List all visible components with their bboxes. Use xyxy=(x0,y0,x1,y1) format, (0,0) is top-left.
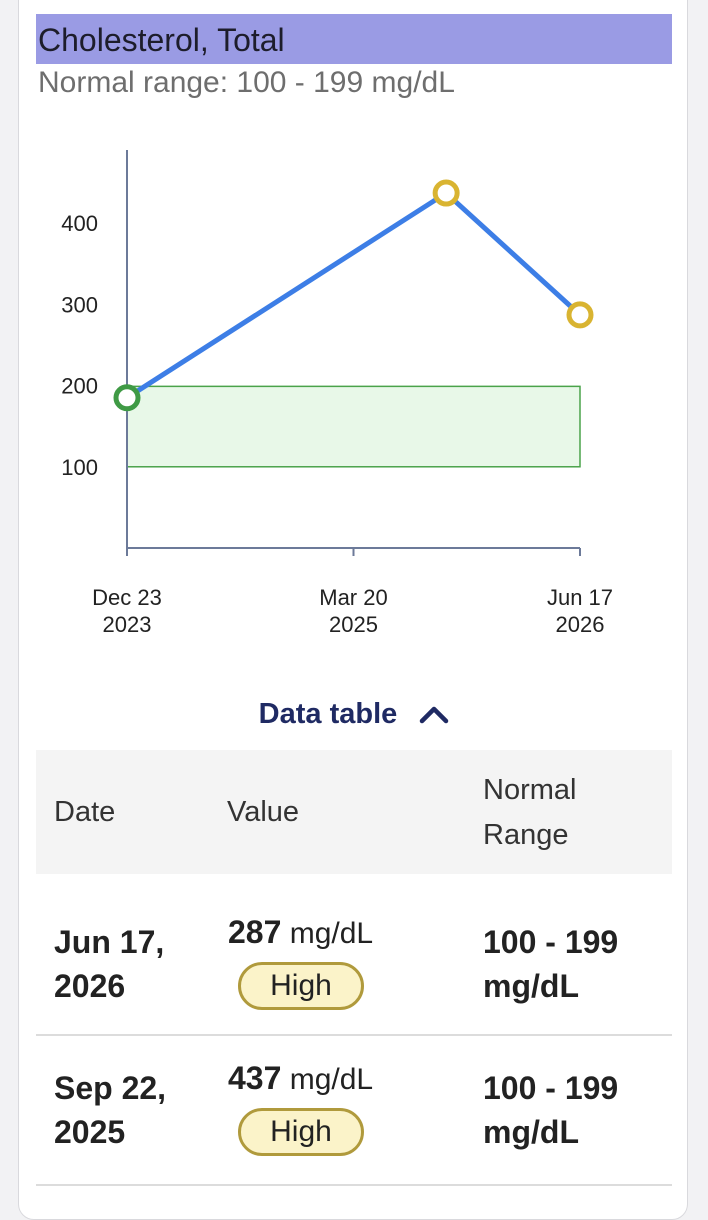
row-range-line2: mg/dL xyxy=(483,1114,579,1150)
x-tick-label: 2026 xyxy=(556,612,605,637)
data-point-normal xyxy=(113,384,141,412)
x-tick-label: Jun 17 xyxy=(547,585,613,610)
normal-range-band xyxy=(126,385,581,468)
table-header: Date Value Normal Range xyxy=(36,750,672,874)
column-header-date: Date xyxy=(54,796,116,828)
row-range-line1: 100 - 199 xyxy=(483,924,619,960)
data-table-toggle[interactable]: Data table xyxy=(0,698,708,732)
row-date-line2: 2025 xyxy=(54,1114,126,1150)
page-title: Cholesterol, Total xyxy=(38,22,285,58)
row-date-line1: Jun 17, xyxy=(54,924,165,960)
column-header-range-line2: Range xyxy=(483,819,569,851)
title-highlight xyxy=(36,14,672,64)
row-value-number: 437 xyxy=(228,1060,282,1096)
column-header-range-line1: Normal xyxy=(483,774,577,806)
normal-range-subtitle: Normal range: 100 - 199 mg/dL xyxy=(38,66,455,99)
result-card xyxy=(18,0,688,1220)
x-tick-label: Dec 23 xyxy=(92,585,162,610)
row-date-line1: Sep 22, xyxy=(54,1070,167,1106)
row-value-unit: mg/dL xyxy=(289,917,374,950)
row-range-line2: mg/dL xyxy=(483,968,579,1004)
x-tick-label: Mar 20 xyxy=(319,585,387,610)
data-point-high xyxy=(566,301,594,329)
data-table-toggle-label: Data table xyxy=(258,698,398,730)
row-value-number: 287 xyxy=(228,914,282,950)
row-date-line2: 2026 xyxy=(54,968,126,1004)
x-tick-label: 2023 xyxy=(103,612,152,637)
row-range-line1: 100 - 199 xyxy=(483,1070,619,1106)
status-badge: High xyxy=(238,1108,364,1156)
row-value: 437 mg/dL xyxy=(228,1060,373,1097)
x-tick-label: 2025 xyxy=(329,612,378,637)
row-value-unit: mg/dL xyxy=(289,1063,374,1096)
status-badge: High xyxy=(238,962,364,1010)
column-header-value: Value xyxy=(227,796,300,828)
row-value: 287 mg/dL xyxy=(228,914,373,951)
table-row: Sep 22, 2025 437 mg/dL High 100 - 199 mg… xyxy=(36,1036,672,1186)
y-tick-label: 200 xyxy=(61,374,98,399)
y-tick-label: 300 xyxy=(61,292,98,317)
table-row: Jun 17, 2026 287 mg/dL High 100 - 199 mg… xyxy=(36,886,672,1036)
data-point-high xyxy=(432,179,460,207)
y-tick-label: 400 xyxy=(61,211,98,236)
series-line xyxy=(125,190,582,400)
y-tick-label: 100 xyxy=(61,455,98,480)
chevron-up-icon xyxy=(419,699,449,732)
